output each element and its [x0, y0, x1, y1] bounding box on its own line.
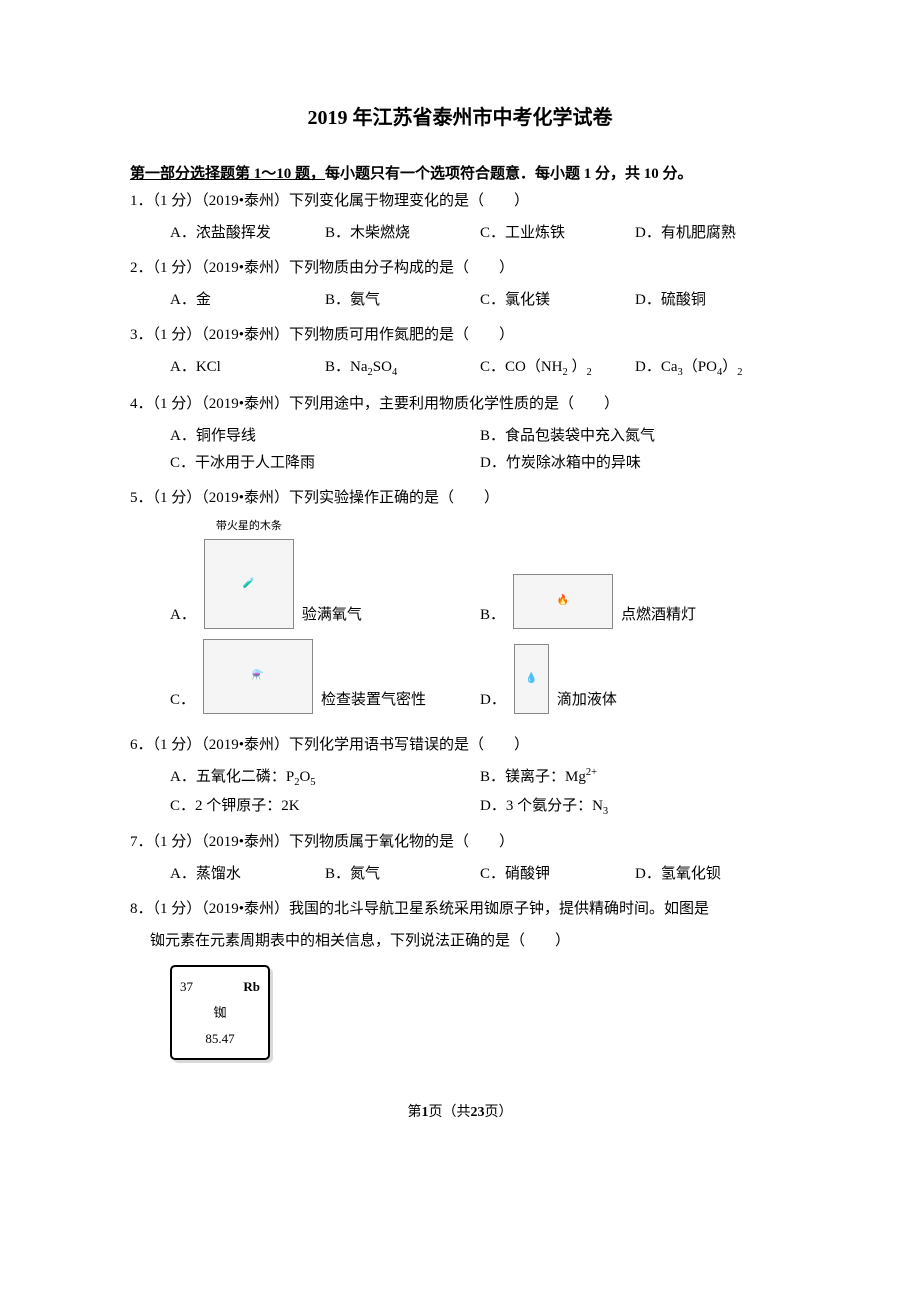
option-a: A．蒸馏水 — [170, 861, 325, 888]
question-4: 4．（1 分）（2019•泰州）下列用途中，主要利用物质化学性质的是（ ） A．… — [130, 391, 790, 477]
option-c: C．氯化镁 — [480, 287, 635, 314]
question-3: 3．（1 分）（2019•泰州）下列物质可用作氮肥的是（ ） A．KCl B．N… — [130, 322, 790, 383]
text: C．CO（NH — [480, 359, 563, 375]
option-a: A．五氧化二磷：P2O5 — [170, 764, 480, 793]
option-a: A．KCl — [170, 354, 325, 383]
option-letter: A． — [170, 602, 196, 629]
text: SO — [373, 359, 392, 375]
option-c: C．硝酸钾 — [480, 861, 635, 888]
question-stem: 4．（1 分）（2019•泰州）下列用途中，主要利用物质化学性质的是（ ） — [130, 391, 790, 418]
option-letter: B． — [480, 602, 505, 629]
question-5: 5．（1 分）（2019•泰州）下列实验操作正确的是（ ） A． 带火星的木条 … — [130, 485, 790, 724]
option-letter: C． — [170, 687, 195, 714]
options-row: A． 带火星的木条 🧪 验满氧气 B． 🔥 点燃酒精灯 C． ⚗️ 检查装置气密… — [130, 517, 790, 724]
option-d: D．氢氧化钡 — [635, 861, 790, 888]
option-c: C．CO（NH2 ）2 — [480, 354, 635, 383]
apparatus-icon: ⚗️ — [203, 639, 313, 714]
text: O — [299, 769, 310, 785]
option-d: D．3 个氨分子：N3 — [480, 793, 790, 822]
text: ） — [722, 359, 737, 375]
option-text: 滴加液体 — [557, 687, 617, 714]
atomic-mass: 85.47 — [205, 1027, 234, 1050]
page-footer: 第1页（共23页） — [130, 1100, 790, 1125]
option-b: B．木柴燃烧 — [325, 220, 480, 247]
option-a: A．浓盐酸挥发 — [170, 220, 325, 247]
option-letter: D． — [480, 687, 506, 714]
footer-text: 页） — [485, 1105, 513, 1120]
atomic-number: 37 — [180, 975, 193, 998]
page-title: 2019 年江苏省泰州市中考化学试卷 — [130, 100, 790, 136]
element-name: 铷 — [213, 1001, 226, 1024]
option-b: B．镁离子：Mg2+ — [480, 764, 790, 793]
footer-text: 第 — [408, 1105, 422, 1120]
option-a: A．铜作导线 — [170, 423, 480, 450]
option-a: A． 带火星的木条 🧪 验满氧气 — [170, 517, 480, 629]
section-header-underlined: 第一部分选择题第 1～10 题， — [130, 166, 325, 182]
text: D．3 个氨分子：N — [480, 798, 603, 814]
options-row: A．KCl B．Na2SO4 C．CO（NH2 ）2 D．Ca3（PO4）2 — [130, 354, 790, 383]
option-d: D．硫酸铜 — [635, 287, 790, 314]
subscript: 3 — [603, 806, 608, 817]
option-b: B．氮气 — [325, 861, 480, 888]
option-b: B．氨气 — [325, 287, 480, 314]
subscript: 2 — [587, 367, 592, 378]
options-row: A．浓盐酸挥发 B．木柴燃烧 C．工业炼铁 D．有机肥腐熟 — [130, 220, 790, 247]
section-header-rest: 每小题只有一个选项符合题意．每小题 1 分，共 10 分。 — [325, 166, 693, 182]
current-page: 1 — [422, 1105, 429, 1120]
subscript: 2 — [737, 367, 742, 378]
text: ） — [568, 359, 587, 375]
question-stem-line1: 8．（1 分）（2019•泰州）我国的北斗导航卫星系统采用铷原子钟，提供精确时间… — [130, 896, 790, 923]
option-b: B． 🔥 点燃酒精灯 — [480, 574, 790, 629]
option-text: 点燃酒精灯 — [621, 602, 696, 629]
question-7: 7．（1 分）（2019•泰州）下列物质属于氧化物的是（ ） A．蒸馏水 B．氮… — [130, 829, 790, 888]
option-a: A．金 — [170, 287, 325, 314]
element-symbol: Rb — [243, 975, 260, 998]
element-top-row: 37 Rb — [180, 975, 260, 998]
subscript: 4 — [392, 367, 397, 378]
option-b: B．Na2SO4 — [325, 354, 480, 383]
options-row: A．五氧化二磷：P2O5 B．镁离子：Mg2+ C．2 个钾原子：2K D．3 … — [130, 764, 790, 822]
question-8: 8．（1 分）（2019•泰州）我国的北斗导航卫星系统采用铷原子钟，提供精确时间… — [130, 896, 790, 1060]
image-caption: 带火星的木条 — [200, 517, 298, 537]
question-2: 2．（1 分）（2019•泰州）下列物质由分子构成的是（ ） A．金 B．氨气 … — [130, 255, 790, 314]
text: B．镁离子：Mg — [480, 769, 586, 785]
option-c: C．2 个钾原子：2K — [170, 793, 480, 822]
question-1: 1．（1 分）（2019•泰州）下列变化属于物理变化的是（ ） A．浓盐酸挥发 … — [130, 188, 790, 247]
lamp-icon: 🔥 — [513, 574, 613, 629]
option-c: C．工业炼铁 — [480, 220, 635, 247]
question-stem: 6．（1 分）（2019•泰州）下列化学用语书写错误的是（ ） — [130, 732, 790, 759]
question-stem: 7．（1 分）（2019•泰州）下列物质属于氧化物的是（ ） — [130, 829, 790, 856]
question-stem: 3．（1 分）（2019•泰州）下列物质可用作氮肥的是（ ） — [130, 322, 790, 349]
text: D．Ca — [635, 359, 678, 375]
question-stem: 2．（1 分）（2019•泰州）下列物质由分子构成的是（ ） — [130, 255, 790, 282]
question-stem-line2: 铷元素在元素周期表中的相关信息，下列说法正确的是（ ） — [130, 928, 790, 955]
option-b: B．食品包装袋中充入氮气 — [480, 423, 790, 450]
option-c: C．干冰用于人工降雨 — [170, 450, 480, 477]
question-stem: 5．（1 分）（2019•泰州）下列实验操作正确的是（ ） — [130, 485, 790, 512]
option-d: D．Ca3（PO4）2 — [635, 354, 790, 383]
text: B．Na — [325, 359, 368, 375]
option-text: 验满氧气 — [302, 602, 362, 629]
section-header: 第一部分选择题第 1～10 题，每小题只有一个选项符合题意．每小题 1 分，共 … — [130, 161, 790, 188]
text: A．五氧化二磷：P — [170, 769, 294, 785]
options-row: A．蒸馏水 B．氮气 C．硝酸钾 D．氢氧化钡 — [130, 861, 790, 888]
subscript: 5 — [310, 777, 315, 788]
option-c: C． ⚗️ 检查装置气密性 — [170, 639, 480, 714]
question-6: 6．（1 分）（2019•泰州）下列化学用语书写错误的是（ ） A．五氧化二磷：… — [130, 732, 790, 822]
option-d: D． 💧 滴加液体 — [480, 644, 790, 714]
dropper-icon: 💧 — [514, 644, 549, 714]
total-pages: 23 — [471, 1105, 485, 1120]
option-d: D．竹炭除冰箱中的异味 — [480, 450, 790, 477]
superscript: 2+ — [586, 767, 597, 778]
option-d: D．有机肥腐熟 — [635, 220, 790, 247]
experiment-image-a: 带火星的木条 🧪 — [200, 517, 298, 629]
text: （PO — [683, 359, 717, 375]
options-row: A．金 B．氨气 C．氯化镁 D．硫酸铜 — [130, 287, 790, 314]
footer-text: 页（共 — [429, 1105, 471, 1120]
question-stem: 1．（1 分）（2019•泰州）下列变化属于物理变化的是（ ） — [130, 188, 790, 215]
option-text: 检查装置气密性 — [321, 687, 426, 714]
flask-icon: 🧪 — [204, 539, 294, 629]
options-row: A．铜作导线 B．食品包装袋中充入氮气 C．干冰用于人工降雨 D．竹炭除冰箱中的… — [130, 423, 790, 477]
periodic-element-card: 37 Rb 铷 85.47 — [170, 965, 270, 1060]
